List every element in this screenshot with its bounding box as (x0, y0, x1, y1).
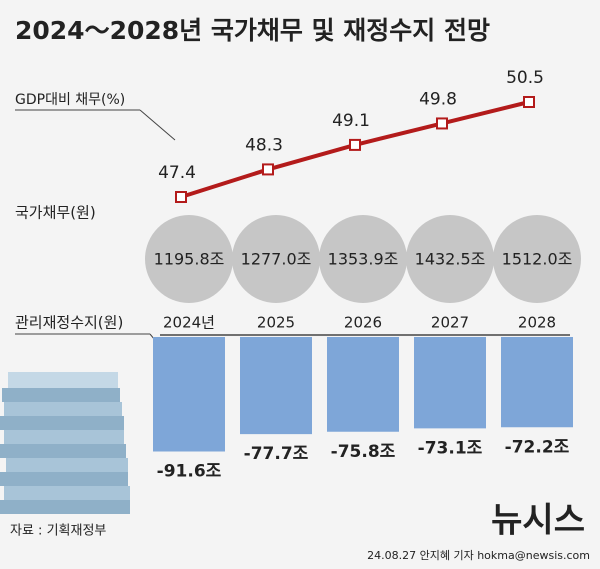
logo: 뉴시스 (491, 501, 585, 541)
data-label: -91.6조 (157, 462, 222, 482)
bar (240, 337, 312, 435)
point (436, 117, 448, 130)
data-label: 49.8 (419, 89, 457, 109)
debt-circle (145, 215, 233, 303)
data-label: -77.7조 (244, 444, 309, 464)
data-label: -75.8조 (331, 442, 396, 462)
data-label: 49.1 (332, 111, 370, 131)
title: 2024～2028년 국가채무 및 재정수지 전망 (15, 16, 490, 45)
data-label: 1353.9조 (328, 250, 399, 269)
debt-circle (232, 215, 320, 303)
data-label: -73.1조 (418, 438, 483, 458)
bar-label: 관리재정수지(원) (15, 314, 123, 332)
x-tick-label: 2025 (257, 314, 295, 332)
debt-circle (406, 215, 494, 303)
x-tick-label: 2026 (344, 314, 382, 332)
debt-circle (319, 215, 407, 303)
bar (327, 337, 399, 432)
debt-circle (493, 215, 581, 303)
money-illustration (0, 372, 130, 514)
data-label: 50.5 (506, 68, 544, 88)
circle-label: 국가채무(원) (15, 204, 96, 222)
data-label: 1195.8조 (154, 250, 225, 269)
leader-line (139, 109, 176, 141)
x-tick-label: 2027 (431, 314, 469, 332)
point (523, 96, 535, 108)
x-tick-label: 2028 (518, 314, 556, 332)
source: 자료 : 기획재정부 (10, 524, 106, 539)
point (175, 191, 187, 203)
x-tick-label: 2024년 (163, 314, 215, 332)
data-label: 1277.0조 (241, 250, 312, 269)
point (349, 138, 361, 151)
data-label: 1512.0조 (502, 250, 573, 269)
credit: 24.08.27 안지혜 기자 hokma@newsis.com (367, 549, 590, 562)
bar (414, 337, 486, 429)
line-label: GDP대비 채무(%) (15, 92, 125, 108)
point (262, 163, 274, 176)
data-label: -72.2조 (505, 437, 570, 457)
data-label: 48.3 (245, 135, 283, 155)
bar (501, 337, 573, 428)
bar (153, 337, 225, 452)
data-label: 1432.5조 (415, 250, 486, 269)
data-label: 47.4 (158, 163, 196, 183)
